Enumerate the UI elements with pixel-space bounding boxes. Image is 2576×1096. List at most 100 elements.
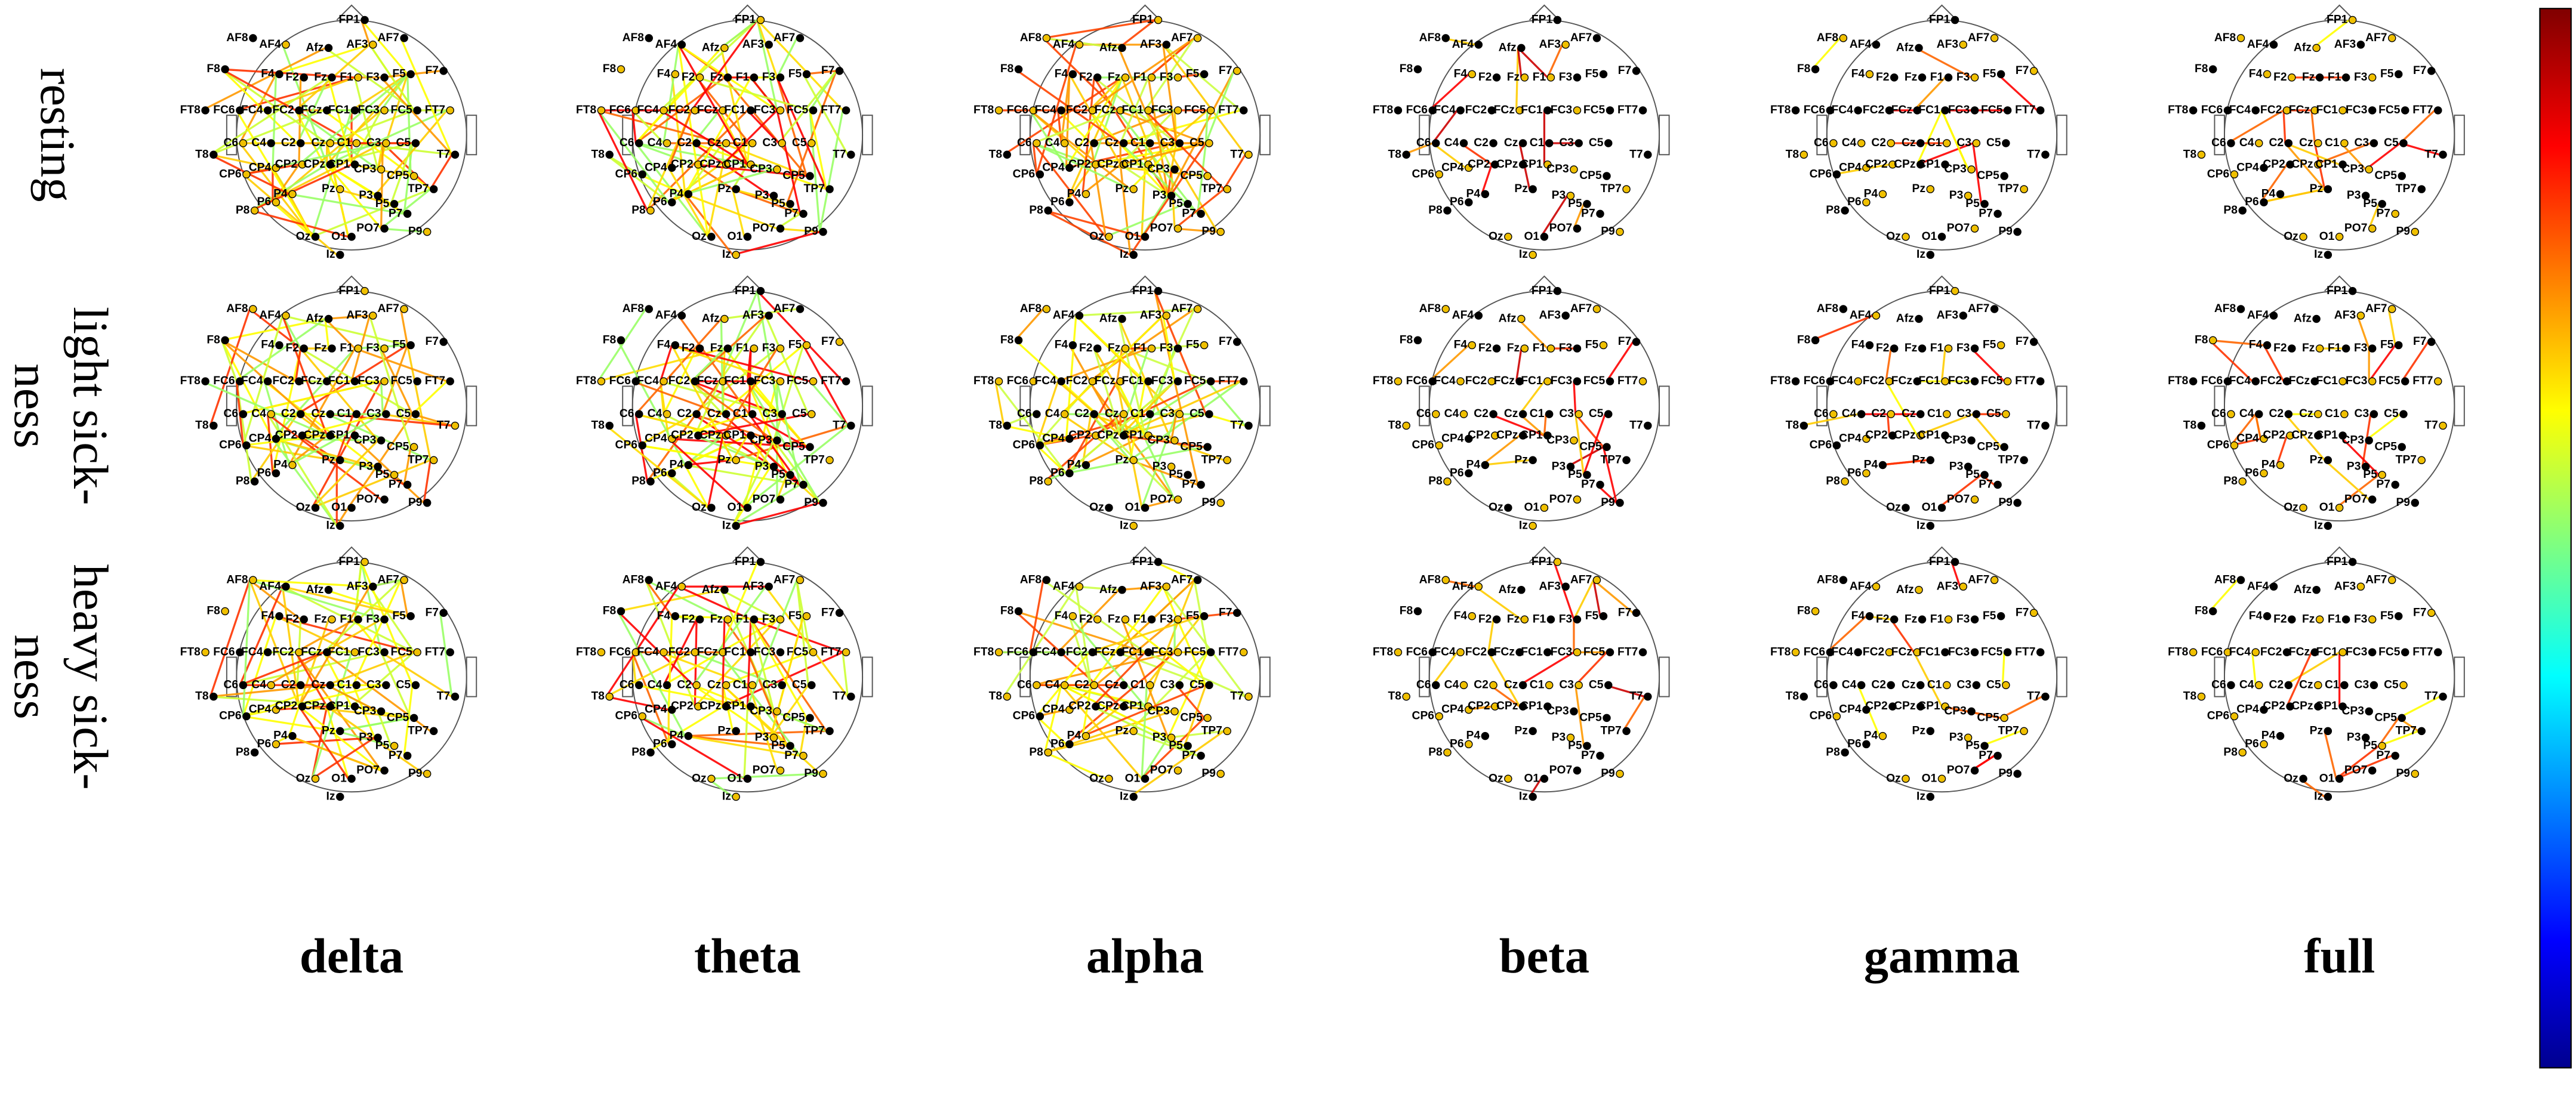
electrode-label: T7 — [1230, 419, 1243, 432]
electrode — [272, 163, 281, 172]
connection — [645, 579, 673, 617]
electrode-label: FC4 — [1434, 375, 1456, 387]
electrode-label: AF8 — [1817, 573, 1839, 586]
electrode — [631, 648, 640, 657]
electrode-label: TP7 — [408, 183, 429, 195]
electrode — [1918, 344, 1927, 353]
electrode — [1839, 34, 1848, 42]
electrode-label: C3 — [1956, 137, 1971, 149]
electrode — [451, 692, 460, 701]
connection — [732, 188, 787, 205]
electrode — [360, 558, 369, 566]
electrode-label: C1 — [1530, 407, 1545, 420]
electrode-label: FC3 — [1551, 375, 1573, 387]
connection — [360, 20, 371, 45]
electrode-label: O1 — [1125, 772, 1141, 785]
electrode-label: FP1 — [1929, 555, 1951, 568]
electrode — [2368, 495, 2377, 504]
electrode-label: F7 — [2413, 64, 2426, 77]
electrode — [1014, 607, 1023, 616]
electrode — [732, 792, 740, 801]
electrode-label: P9 — [2396, 767, 2410, 780]
electrode — [1592, 576, 1601, 584]
connection — [1116, 348, 1123, 382]
electrode-label: T7 — [833, 690, 846, 703]
electrode-label: CPz — [1894, 429, 1915, 442]
electrode — [1431, 139, 1440, 147]
electrode — [750, 344, 759, 353]
electrode — [1129, 456, 1138, 464]
electrode-label: AF3 — [742, 38, 765, 51]
electrode — [1065, 705, 1074, 714]
connection — [1129, 652, 1209, 732]
electrode — [776, 344, 785, 353]
head-outline — [631, 290, 864, 522]
electrode — [1913, 106, 1921, 115]
electrode-label: FC4 — [241, 104, 263, 116]
electrode-label: C5 — [396, 678, 411, 691]
electrode-label: CP3 — [354, 705, 377, 717]
connection — [1175, 684, 1205, 719]
electrode-label: CP2 — [671, 429, 693, 442]
connection — [721, 308, 797, 320]
electrode — [2324, 521, 2332, 530]
connection — [325, 589, 408, 618]
electrode-label: CP6 — [2207, 710, 2230, 723]
electrode — [2029, 338, 2038, 346]
electrode — [2284, 681, 2293, 690]
electrode — [1184, 471, 1192, 479]
electrode — [1093, 344, 1102, 353]
electrode — [209, 421, 218, 430]
electrode — [300, 73, 308, 82]
electrode-label: P7 — [784, 749, 799, 762]
connection — [1044, 209, 1142, 238]
electrode-label: C2 — [677, 678, 692, 691]
connection — [635, 318, 722, 415]
electrode-label: C2 — [2269, 137, 2284, 149]
electrode — [1435, 441, 1443, 450]
electrode — [377, 707, 386, 716]
electrode-label: CP1 — [1121, 158, 1144, 171]
electrode-label: FC6 — [1406, 646, 1428, 658]
electrode-label: AF7 — [774, 302, 795, 315]
electrode — [1081, 461, 1090, 470]
electrode — [1926, 792, 1934, 801]
electrode-label: AF8 — [226, 302, 248, 315]
electrode-label: CP5 — [782, 711, 805, 724]
electrode — [1543, 648, 1552, 657]
electrode — [1193, 576, 1202, 584]
connection — [1515, 348, 1523, 382]
connection — [251, 163, 352, 212]
electrode — [1474, 311, 1483, 320]
electrode — [1996, 70, 2005, 79]
electrode-label: Cz — [1902, 137, 1916, 149]
electrode-label: T7 — [437, 148, 450, 160]
electrode-label: FC1 — [2316, 646, 2338, 658]
electrode-label: P9 — [1998, 496, 2013, 509]
electrode-label: AF4 — [1053, 580, 1075, 592]
electrode-label: C1 — [733, 407, 748, 420]
electrode-label: Oz — [1886, 230, 1901, 243]
electrode-label: O1 — [727, 501, 742, 514]
electrode — [1573, 106, 1582, 115]
electrode — [1033, 410, 1041, 418]
electrode-label: FC3 — [2346, 104, 2368, 116]
electrode — [2029, 67, 2038, 75]
electrode-label: CPz — [1894, 700, 1915, 712]
electrode-label: F1 — [1133, 342, 1147, 354]
electrode-label: P5 — [771, 739, 785, 752]
electrode-label: AF7 — [2365, 302, 2387, 315]
electrode — [403, 751, 412, 760]
electrode — [1799, 692, 1808, 701]
electrode-label: P8 — [631, 746, 646, 758]
electrode — [2000, 714, 2008, 723]
electrode-label: AF4 — [655, 580, 677, 592]
connection — [1120, 380, 1176, 437]
electrode-label: CP4 — [1839, 433, 1862, 445]
connection — [325, 47, 415, 112]
connection — [250, 413, 298, 482]
electrode — [1173, 344, 1182, 353]
connection — [606, 695, 669, 711]
electrode-label: P5 — [1568, 468, 1582, 481]
connection — [1543, 414, 1547, 436]
